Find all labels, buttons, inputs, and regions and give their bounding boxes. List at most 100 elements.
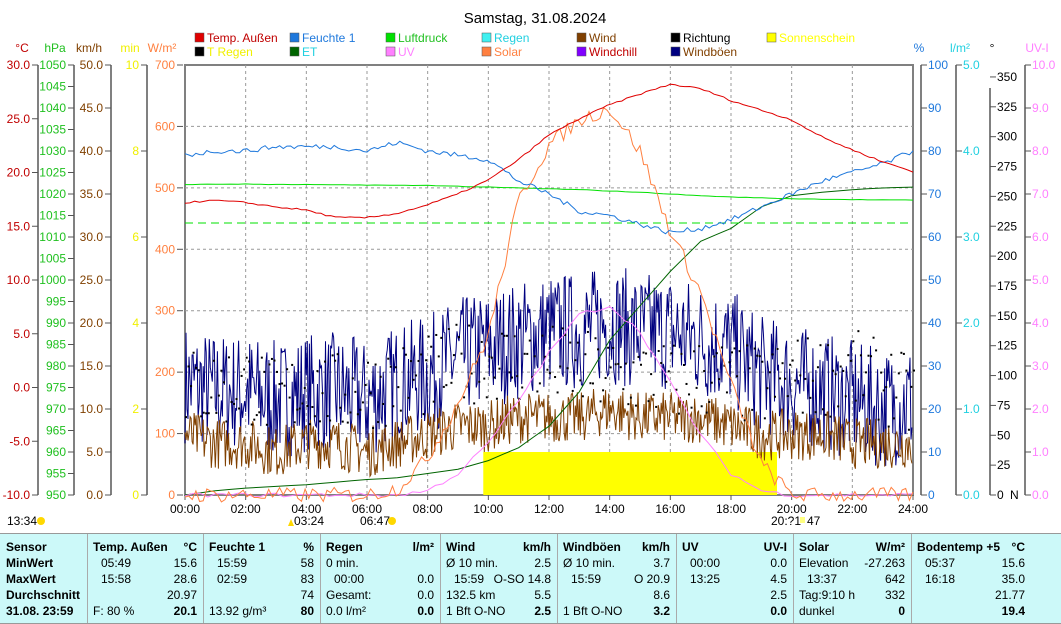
direction-point [288,396,291,399]
row-label: 13:37 [807,572,838,586]
direction-point [493,376,496,379]
direction-point [776,347,779,350]
sunshine-bar [559,452,565,495]
direction-point [660,362,663,365]
direction-point [652,393,655,396]
axis-tick-label: 200 [997,249,1017,263]
table-row: 15:58 28.6 [93,572,197,588]
table-row: Durchschnitt [6,588,81,604]
table-row: 31.08. 23:59 [6,604,81,620]
chart-title: Samstag, 31.08.2024 [464,10,607,27]
direction-point [761,360,764,363]
x-axis-tick-label: 02:00 [231,502,261,516]
row-label: 05:49 [101,556,132,570]
row-value: 0.0 [770,604,787,618]
direction-point [293,421,296,424]
direction-point [741,414,744,417]
direction-point [819,344,822,347]
row-label: 1 Bft O-NO [446,604,506,618]
sunshine-bar [705,452,712,495]
axis-tick-label: 970 [46,402,66,416]
direction-point [367,361,369,364]
direction-point [756,354,759,357]
axis-tick-label: 20.0 [80,316,104,330]
direction-point [804,377,807,380]
sunshine-bar [543,452,550,495]
table-row: 2.5 [682,588,787,604]
axis-tick-label: 0.0 [963,488,980,502]
direction-point [619,366,622,369]
axis-tick-label: 3.0 [963,230,980,244]
direction-point [359,408,362,411]
direction-point [265,423,268,426]
axis-tick-label: 100 [997,369,1017,383]
direction-point [235,398,238,401]
direction-point [243,368,246,371]
row-label: 31.08. 23:59 [6,604,74,618]
direction-point [412,378,415,381]
direction-point [513,335,516,338]
sunshine-bar [771,452,777,495]
direction-point [546,368,549,371]
direction-point [549,372,551,375]
sunshine-bar [675,452,681,495]
direction-point [579,379,582,382]
axis-tick-label: 6 [132,230,139,244]
direction-point [834,373,837,376]
direction-point [278,383,281,386]
sunshine-bar [670,452,676,495]
direction-point [263,370,266,373]
direction-point [902,352,905,355]
column-header: Windböen [563,540,621,554]
direction-point [645,352,648,355]
table-row: 1 Bft O-NO 3.2 [563,604,670,620]
direction-point [867,354,870,357]
direction-point [402,347,405,350]
direction-point [197,369,200,372]
table-header-row: Windböen km/h [563,540,670,556]
table-header-row: Temp. Außen °C [93,540,197,556]
direction-point [528,339,531,342]
axis-tick-label: 10 [928,445,942,459]
direction-point [852,340,855,343]
legend-label: ET [302,45,318,59]
sunshine-bar [685,452,692,495]
direction-point [794,379,797,382]
row-value: 0.0 [417,572,434,586]
legend-label: Sonnenschein [779,31,855,45]
axis-tick-label: 90 [928,101,942,115]
axis-unit-label: hPa [44,41,66,55]
direction-point [543,355,546,358]
direction-point [561,327,564,330]
direction-point [604,377,607,380]
row-value: 332 [884,588,905,602]
direction-point [526,352,529,355]
sunset-icon [800,517,805,523]
axis-tick-label: 15.0 [7,219,31,233]
legend-label: Wind [589,31,616,45]
direction-point [495,397,498,400]
row-value: 20.1 [173,604,197,618]
sunshine-bar [574,452,580,495]
direction-point [864,371,867,374]
table-column: Sensor MinWert MaxWert Durchschnitt 31.08. 2… [0,534,88,623]
table-row: 0.0 [682,604,787,620]
axis-tick-label: 20 [928,402,942,416]
direction-point [420,353,423,356]
column-unit: UV-I [763,540,787,554]
column-unit: km/h [641,540,670,554]
legend-label: Windchill [589,45,637,59]
direction-point [670,352,673,355]
table-row: 00:00 0.0 [682,556,787,572]
direction-point [771,353,774,356]
row-label: Gesamt: [326,588,372,602]
direction-point [854,399,857,402]
direction-point [430,345,433,348]
row-value: 58 [300,556,314,570]
sunshine-bar [528,452,535,495]
axis-tick-label: 125 [997,339,1017,353]
axis-tick-label: 1040 [39,101,66,115]
direction-point [862,394,865,397]
series-wind [184,388,913,478]
